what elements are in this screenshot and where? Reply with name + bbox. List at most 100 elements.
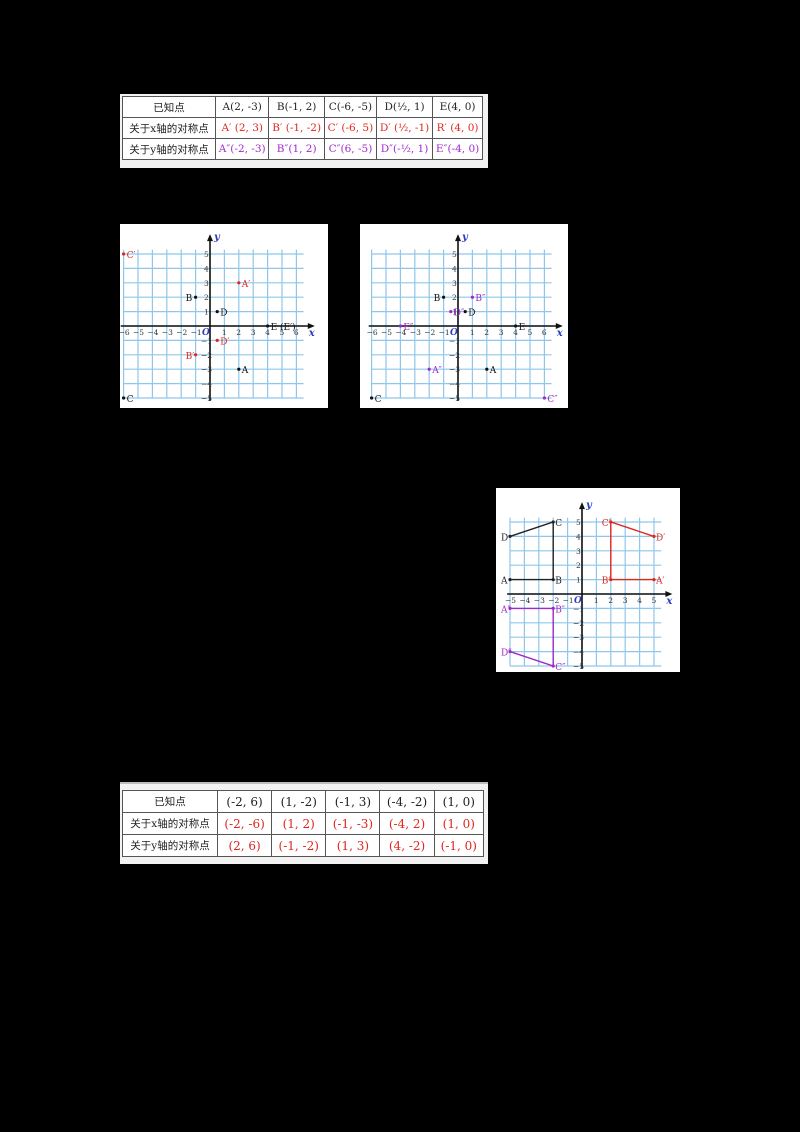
point-label: C	[127, 395, 134, 405]
point-label: A″	[431, 366, 442, 376]
data-point	[266, 324, 270, 328]
header-cell: B(-1, 2)	[268, 96, 325, 118]
y-tick-label: −5	[573, 662, 584, 671]
data-point	[508, 534, 512, 538]
data-point	[652, 534, 656, 538]
x-axis-label: x	[556, 328, 564, 339]
y-axis-label: y	[461, 232, 469, 243]
data-point	[370, 396, 374, 400]
point-label: A′	[241, 280, 251, 290]
series-x-axis-reflection: A′ B′ C′ D′	[122, 251, 250, 362]
y-axis-arrow-icon	[579, 502, 585, 510]
x-tick-label: 5	[652, 596, 657, 605]
point-label: B	[555, 577, 562, 587]
x-axis-arrow-icon	[665, 591, 673, 597]
data-point	[427, 367, 431, 371]
x-tick-label: −2	[424, 328, 435, 337]
y-tick-label: 1	[576, 576, 581, 585]
y-tick-label: −2	[201, 351, 212, 360]
y-axis-arrow-icon	[455, 234, 461, 242]
origin-label: O	[574, 596, 582, 606]
y-axis-label: y	[585, 500, 593, 511]
table-cell: (1, 2)	[271, 812, 327, 835]
row-label: 关于x轴的对称点	[122, 117, 216, 139]
point-label: B″	[555, 605, 566, 615]
y-tick-label: −4	[449, 380, 460, 389]
point-label: D″	[454, 309, 465, 319]
y-tick-label: 5	[452, 250, 457, 259]
data-point	[398, 324, 402, 328]
x-tick-label: −1	[191, 328, 202, 337]
point-label: D″	[501, 649, 512, 659]
data-point	[514, 324, 518, 328]
x-tick-label: −4	[147, 328, 158, 337]
table-cell: A′ (2, 3)	[214, 117, 270, 139]
table-header-row: 已知点 A(2, -3) B(-1, 2) C(-6, -5) D(½, 1) …	[122, 96, 483, 118]
point-label: D	[220, 309, 227, 319]
x-tick-label: −2	[548, 596, 559, 605]
y-tick-label: 4	[452, 264, 457, 273]
header-cell: (-2, 6)	[216, 790, 273, 813]
x-tick-label: 5	[280, 328, 285, 337]
data-point	[237, 367, 241, 371]
coordinate-chart-x-reflection: x y O −6 −5 −4 −3 −2 −1 1 2 3 4 5 6 −5 −4 −3 −2 −1 1 2 3 4 5 A B C D…	[120, 224, 328, 408]
header-cell: 已知点	[122, 790, 218, 813]
point-label: A	[489, 366, 497, 376]
point-label: C″	[547, 395, 558, 405]
header-cell: (-4, -2)	[379, 790, 435, 813]
x-tick-label: −3	[534, 596, 545, 605]
data-point	[551, 606, 555, 610]
x-tick-label: 4	[265, 328, 270, 337]
row-label: 关于x轴的对称点	[122, 812, 218, 835]
y-tick-label: 5	[576, 518, 581, 527]
grid	[509, 517, 662, 667]
x-tick-label: −4	[395, 328, 406, 337]
table-cell: B″(1, 2)	[268, 138, 325, 160]
y-tick-label: −4	[201, 380, 212, 389]
table-cell: B′ (-1, -2)	[268, 117, 325, 139]
y-tick-label: 3	[576, 547, 581, 556]
x-tick-label: 1	[594, 596, 599, 605]
header-cell: D(½, 1)	[375, 96, 434, 118]
point-label: B′	[602, 577, 611, 587]
row-label: 关于y轴的对称点	[122, 138, 216, 160]
chart-svg: xyO−6 −5 −4 −3 −2 −1 1 2 3 4 5 6−5−4−3−2−112345ABCD…	[367, 232, 564, 405]
point-label: B	[434, 294, 441, 304]
symmetry-table-2: 已知点 (-2, 6) (1, -2) (-1, 3) (-4, -2) (1,…	[120, 784, 488, 864]
x-tick-label: −4	[519, 596, 530, 605]
series-a-b-c-d-: A″ B″ C″ D″	[500, 605, 566, 672]
point-label: C	[555, 519, 562, 529]
point-label: D′	[220, 337, 229, 347]
y-tick-label: −1	[573, 604, 584, 613]
y-tick-label: 1	[204, 308, 209, 317]
table-cell: (2, 6)	[216, 834, 273, 857]
series-abcd: A B C D	[500, 519, 562, 587]
y-tick-label: −1	[201, 336, 212, 345]
table-cell: (-4, 2)	[379, 812, 435, 835]
y-tick-label: −3	[449, 365, 460, 374]
table-cell: C″(6, -5)	[323, 138, 377, 160]
x-tick-label: 6	[294, 328, 299, 337]
x-tick-label: −1	[439, 328, 450, 337]
data-point	[122, 252, 126, 256]
x-tick-label: 3	[499, 328, 504, 337]
header-cell: (1, -2)	[271, 790, 327, 813]
header-cell: A(2, -3)	[214, 96, 270, 118]
x-tick-label: −3	[410, 328, 421, 337]
data-point	[551, 664, 555, 668]
point-label: A′	[655, 577, 665, 587]
table-cell: (-2, -6)	[216, 812, 273, 835]
header-cell: C(-6, -5)	[323, 96, 377, 118]
point-label: D	[501, 533, 508, 543]
data-point	[194, 353, 198, 357]
table-row: 关于x轴的对称点 A′ (2, 3) B′ (-1, -2) C′ (-6, 5…	[122, 117, 483, 139]
x-tick-label: −1	[563, 596, 574, 605]
data-point	[508, 578, 512, 582]
origin-label: O	[202, 328, 210, 338]
data-point	[508, 606, 512, 610]
point-label: E	[519, 323, 526, 333]
x-tick-label: −5	[133, 328, 144, 337]
data-point	[470, 295, 474, 299]
